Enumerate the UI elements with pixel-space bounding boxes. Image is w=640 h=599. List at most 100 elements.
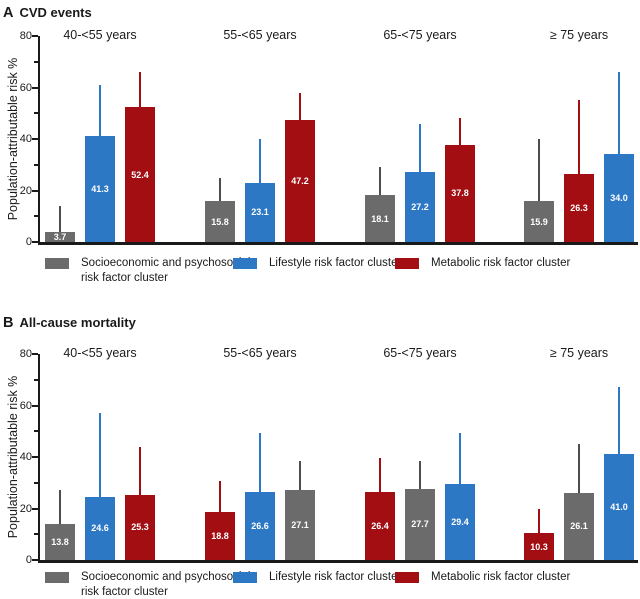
legend-label-line1: Socioeconomic and psychosocial	[81, 257, 251, 269]
bar-lifestyle	[405, 171, 435, 242]
bar-metabolic	[125, 494, 155, 560]
bar-value-label: 41.3	[91, 183, 109, 194]
age-group-label: 65-<75 years	[383, 28, 457, 42]
legend-item-metabolic: Metabolic risk factor cluster	[395, 570, 570, 585]
error-bar-lifestyle	[259, 432, 261, 494]
bar-value-label: 37.8	[451, 188, 469, 199]
y-axis-major-tick	[32, 138, 38, 140]
y-axis-tick-label: 60	[19, 399, 32, 412]
bar-socioeconomic	[564, 492, 594, 560]
y-axis-major-tick	[32, 559, 38, 561]
panel-a-letter: A	[3, 5, 14, 21]
bar-metabolic	[524, 533, 554, 560]
y-axis-minor-tick	[34, 533, 38, 536]
bar-value-label: 3.7	[53, 232, 67, 243]
legend-label-metabolic: Metabolic risk factor cluster	[431, 571, 571, 583]
panel-b: B All-cause mortality Population-attribut…	[0, 310, 640, 598]
error-bar-metabolic	[219, 481, 221, 514]
legend-label-socioeconomic: Socioeconomic and psychosocial risk facto…	[81, 570, 250, 599]
bar-value-label: 41.0	[610, 502, 628, 513]
bar-value-label: 13.8	[51, 537, 69, 548]
error-bar-lifestyle	[99, 413, 101, 499]
bar-value-label: 27.1	[291, 520, 309, 531]
bar-metabolic	[285, 120, 315, 242]
y-axis-minor-tick	[34, 378, 38, 381]
bar-socioeconomic	[405, 488, 435, 560]
error-bar-socioeconomic	[219, 177, 221, 204]
panel-b-plot: Population-attributable risk % 0 20 40 60 80 4…	[0, 310, 640, 598]
error-bar-lifestyle	[99, 84, 101, 138]
bar-socioeconomic	[45, 524, 75, 560]
panel-a-title: A CVD events	[3, 4, 92, 22]
bar-value-label: 15.9	[530, 216, 548, 227]
bar-metabolic	[365, 492, 395, 560]
error-bar-socioeconomic	[419, 460, 421, 491]
bar-lifestyle	[604, 154, 634, 242]
error-bar-socioeconomic	[379, 167, 381, 198]
bar-socioeconomic	[285, 490, 315, 560]
error-bar-socioeconomic	[578, 444, 580, 495]
y-axis-major-tick	[32, 35, 38, 37]
y-axis-minor-tick	[34, 112, 38, 115]
bar-value-label: 52.4	[131, 169, 149, 180]
bar-value-label: 10.3	[530, 541, 548, 552]
panel-b-letter: B	[3, 315, 14, 331]
age-group-label: 55-<65 years	[223, 28, 297, 42]
error-bar-socioeconomic	[299, 460, 301, 493]
bar-value-label: 18.8	[211, 530, 229, 541]
bar-value-label: 18.1	[371, 213, 389, 224]
error-bar-lifestyle	[618, 387, 620, 457]
bar-metabolic	[205, 511, 235, 560]
bar-value-label: 26.1	[570, 521, 588, 532]
error-bar-metabolic	[299, 92, 301, 123]
legend-item-socioeconomic: Socioeconomic and psychosocial risk facto…	[45, 256, 275, 285]
panel-b-title: B All-cause mortality	[3, 314, 136, 332]
bar-lifestyle	[245, 182, 275, 242]
y-axis-major-tick	[32, 507, 38, 510]
legend-swatch-socioeconomic	[45, 258, 69, 269]
legend-swatch-lifestyle	[233, 258, 257, 269]
x-axis-baseline	[38, 560, 638, 563]
bar-value-label: 27.2	[411, 201, 429, 212]
panel-a-heading: CVD events	[19, 5, 92, 20]
bar-value-label: 26.6	[251, 520, 269, 531]
legend-label-line2: risk factor cluster	[81, 271, 168, 284]
y-axis-major-tick	[32, 241, 38, 243]
bar-value-label: 34.0	[610, 193, 628, 204]
age-group-label: 40-<55 years	[63, 28, 137, 42]
y-axis-tick-label: 40	[19, 451, 32, 463]
panel-a: A CVD events Population-attributable risk…	[3, 4, 638, 285]
bar-value-label: 47.2	[291, 176, 309, 187]
y-axis-major-tick	[32, 86, 38, 89]
legend-label-lifestyle: Lifestyle risk factor cluster	[269, 257, 402, 269]
bar-lifestyle	[445, 484, 475, 560]
y-axis-tick-label: 20	[19, 184, 32, 197]
panel-a-plot: Population-attributable risk % 0 20 40 60 80 4…	[6, 28, 638, 248]
bar-metabolic	[564, 174, 594, 242]
legend-label-metabolic: Metabolic risk factor cluster	[431, 257, 571, 269]
legend-item-socioeconomic: Socioeconomic and psychosocial risk facto…	[45, 570, 275, 599]
y-axis-tick-label: 0	[25, 236, 32, 248]
bar-value-label: 29.4	[451, 517, 469, 528]
age-group-label: 40-<55 years	[63, 346, 137, 360]
error-bar-socioeconomic	[59, 205, 61, 235]
bar-value-label: 25.3	[131, 522, 149, 533]
y-axis-major-tick	[32, 189, 38, 192]
error-bar-metabolic	[459, 118, 461, 147]
legend-swatch-metabolic	[395, 258, 419, 269]
y-axis-minor-tick	[34, 163, 38, 166]
legend-label-lifestyle: Lifestyle risk factor cluster	[269, 571, 402, 583]
y-axis-tick-label: 20	[19, 502, 32, 515]
legend-item-lifestyle: Lifestyle risk factor cluster	[233, 256, 401, 271]
bar-value-label: 26.3	[570, 203, 588, 214]
age-group-label: 55-<65 years	[223, 346, 297, 360]
bar-lifestyle	[604, 454, 634, 560]
bar-lifestyle	[85, 135, 115, 242]
legend-swatch-lifestyle	[233, 572, 257, 583]
y-axis-line	[38, 36, 40, 242]
legend-swatch-metabolic	[395, 572, 419, 583]
age-group-label: ≥ 75 years	[549, 346, 609, 360]
panel-b-heading: All-cause mortality	[19, 315, 136, 330]
age-group-label: 65-<75 years	[383, 346, 457, 360]
